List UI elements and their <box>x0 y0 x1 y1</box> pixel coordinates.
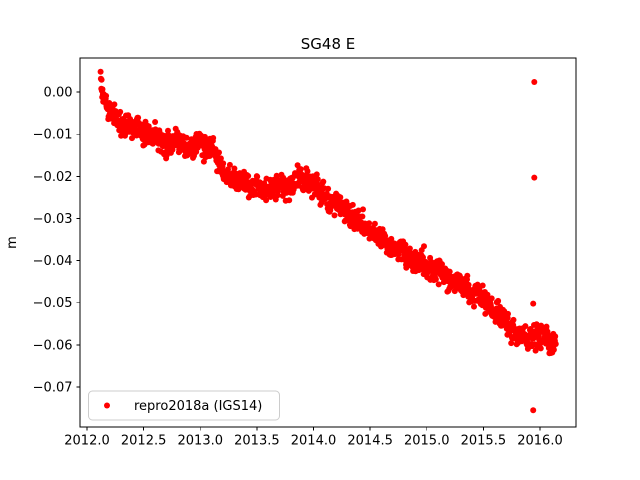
data-point <box>220 160 227 167</box>
data-point <box>552 333 559 340</box>
data-point <box>537 345 544 352</box>
data-point <box>439 261 445 268</box>
data-point <box>331 212 338 219</box>
data-point <box>97 68 104 75</box>
data-point <box>421 243 427 250</box>
x-tick-label: 2014.0 <box>291 434 337 449</box>
y-axis-label: m <box>5 236 20 249</box>
data-point <box>129 135 135 142</box>
data-point <box>510 322 517 329</box>
data-point <box>273 172 280 179</box>
data-point <box>510 316 517 323</box>
x-tick-label: 2016.0 <box>517 434 563 449</box>
data-point <box>482 310 489 317</box>
x-tick-label: 2013.5 <box>234 434 280 449</box>
data-point <box>106 100 113 106</box>
data-point <box>210 135 217 141</box>
data-point <box>245 173 252 179</box>
data-point <box>406 245 413 252</box>
data-point <box>432 276 439 283</box>
data-point <box>165 127 171 134</box>
legend: repro2018a (IGS14) <box>88 390 280 421</box>
outlier-point <box>530 300 537 307</box>
plot-area <box>80 58 576 427</box>
data-point <box>479 282 486 289</box>
data-point <box>402 241 409 248</box>
scatter-points <box>97 68 559 414</box>
data-point <box>226 161 233 168</box>
data-point <box>111 101 118 108</box>
data-point <box>286 197 293 204</box>
data-point <box>254 173 261 180</box>
legend-label: repro2018a (IGS14) <box>134 399 262 414</box>
data-point <box>522 323 529 330</box>
data-point <box>388 235 395 242</box>
data-point <box>366 220 373 227</box>
data-point <box>297 166 304 173</box>
data-point <box>313 171 320 178</box>
data-point <box>349 201 356 208</box>
y-tick-label: −0.04 <box>33 254 73 269</box>
data-point <box>98 76 105 83</box>
data-point <box>471 303 477 310</box>
data-point <box>263 197 270 204</box>
data-point <box>505 310 511 317</box>
outlier-point <box>531 174 538 181</box>
data-point <box>484 291 491 298</box>
data-point <box>355 207 362 214</box>
data-point <box>231 165 238 172</box>
y-tick-label: −0.05 <box>33 296 73 311</box>
data-point <box>117 108 124 115</box>
y-tick-label: 0.00 <box>44 86 73 101</box>
x-tick-label: 2012.0 <box>64 434 110 449</box>
y-tick-label: −0.01 <box>33 128 73 143</box>
data-point <box>435 281 442 288</box>
data-point <box>360 206 366 213</box>
outlier-point <box>531 79 538 85</box>
data-point <box>488 295 495 302</box>
x-tick-label: 2013.0 <box>178 434 224 449</box>
data-point <box>465 281 472 288</box>
x-tick-label: 2015.0 <box>404 434 450 449</box>
x-tick-label: 2012.5 <box>121 434 167 449</box>
data-point <box>543 323 550 330</box>
y-tick-label: −0.02 <box>33 170 73 185</box>
legend-box <box>88 390 280 421</box>
data-point <box>103 92 110 99</box>
data-point <box>495 297 502 304</box>
y-tick-label: −0.03 <box>33 212 73 227</box>
data-point <box>552 341 559 347</box>
data-point <box>550 346 557 353</box>
x-tick-label: 2015.5 <box>461 434 507 449</box>
axes-spines <box>79 57 577 428</box>
chart-title: SG48 E <box>301 35 355 53</box>
data-point <box>325 185 332 192</box>
y-tick-label: −0.06 <box>33 338 73 353</box>
data-point <box>135 114 142 121</box>
data-point <box>152 119 159 125</box>
data-point <box>320 178 327 185</box>
data-point <box>359 213 366 220</box>
data-point <box>99 86 106 93</box>
legend-marker-icon <box>104 402 110 409</box>
data-point <box>261 180 268 187</box>
data-point <box>217 155 224 162</box>
data-point <box>183 134 190 141</box>
x-tick-label: 2014.5 <box>347 434 393 449</box>
y-tick-label: −0.07 <box>33 380 73 395</box>
outlier-point <box>530 407 537 414</box>
data-point <box>314 176 321 183</box>
data-point <box>216 149 222 156</box>
data-point <box>337 194 344 201</box>
data-point <box>304 168 311 175</box>
data-point <box>446 268 453 275</box>
data-point <box>508 340 515 347</box>
data-point <box>464 272 471 279</box>
data-point <box>371 220 378 227</box>
